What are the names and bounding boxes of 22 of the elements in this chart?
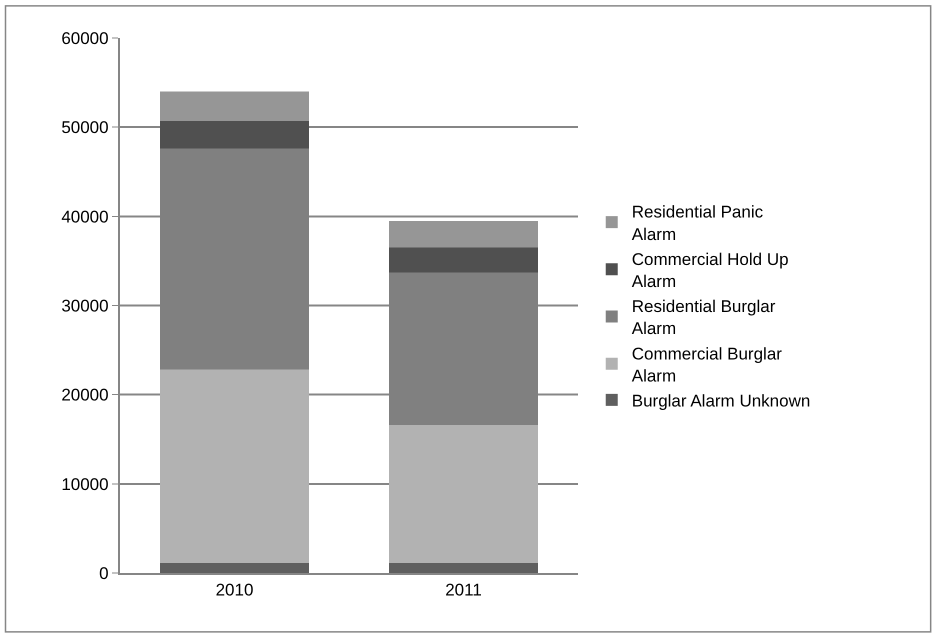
y-tick-label: 40000 [61, 207, 109, 226]
bar [389, 563, 538, 573]
bar [160, 92, 309, 121]
legend-label: Commercial Burglar Alarm [632, 344, 782, 386]
x-tick-label: 2010 [216, 580, 254, 600]
legend-label: Residential Panic Alarm [632, 202, 768, 244]
y-tick-label: 0 [99, 564, 109, 583]
bar [389, 424, 538, 564]
legend-label: Burglar Alarm Unknown [632, 391, 810, 410]
y-tick-label: 50000 [61, 118, 109, 138]
legend-label: Residential Burglar Alarm [632, 297, 776, 338]
bar [160, 370, 309, 564]
bar [389, 220, 538, 248]
legend-label: Commercial Hold Up Alarm [632, 250, 789, 291]
y-tick-label: 20000 [61, 386, 109, 405]
x-tick-label: 2011 [445, 580, 482, 600]
bar [160, 120, 309, 149]
y-tick-label: 30000 [61, 296, 109, 316]
bar [160, 563, 309, 573]
y-tick-label: 60000 [61, 28, 109, 48]
y-tick-label: 10000 [61, 474, 109, 494]
bar [389, 248, 538, 273]
